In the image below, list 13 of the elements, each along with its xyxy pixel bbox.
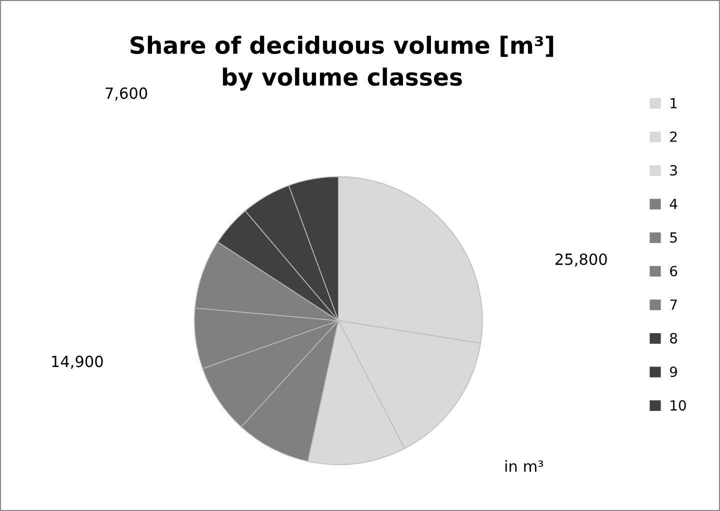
legend-label: 10	[670, 400, 686, 411]
text: 25,800	[556, 253, 607, 267]
legend-label: 6	[670, 266, 678, 276]
legend-label: 9	[670, 366, 678, 378]
legend-label: 5	[670, 232, 677, 243]
legend-label: 7	[670, 300, 677, 310]
legend-label: 4	[670, 198, 678, 209]
legend-label: 3	[670, 165, 677, 176]
text: in m³	[505, 460, 544, 472]
legend-label: 1	[670, 98, 677, 108]
legend-label: 2	[670, 131, 677, 142]
text: 14,900	[52, 356, 103, 369]
legend-label: 8	[670, 332, 678, 344]
